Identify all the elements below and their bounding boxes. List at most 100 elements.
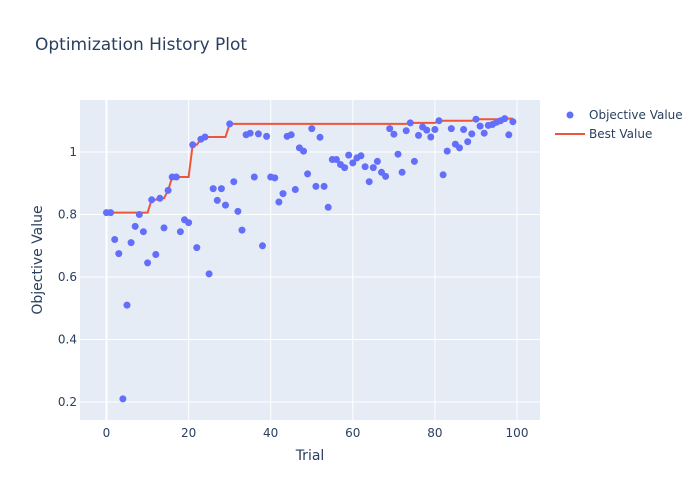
legend-item-objective-value[interactable]: Objective Value — [566, 108, 683, 122]
data-point[interactable] — [415, 131, 422, 139]
data-point[interactable] — [172, 173, 180, 181]
objective-value-marker-icon — [566, 111, 574, 119]
data-point[interactable] — [111, 236, 119, 243]
data-point[interactable] — [468, 130, 476, 138]
data-point[interactable] — [390, 130, 398, 138]
data-point[interactable] — [456, 144, 463, 152]
x-tick-label: 80 — [427, 426, 442, 440]
data-point[interactable] — [472, 115, 480, 123]
data-point[interactable] — [271, 174, 279, 182]
data-point[interactable] — [135, 211, 143, 218]
data-point[interactable] — [509, 118, 517, 126]
data-point[interactable] — [365, 178, 373, 186]
data-point[interactable] — [189, 141, 197, 149]
data-point[interactable] — [447, 125, 455, 133]
y-tick-label: 1 — [69, 145, 77, 159]
data-point[interactable] — [176, 228, 184, 236]
data-point[interactable] — [226, 120, 234, 128]
x-tick-label: 40 — [263, 426, 278, 440]
x-tick-label: 20 — [181, 426, 196, 440]
data-point[interactable] — [160, 224, 168, 232]
data-point[interactable] — [320, 182, 328, 190]
data-point[interactable] — [234, 207, 242, 215]
data-point[interactable] — [275, 198, 283, 206]
data-point[interactable] — [263, 132, 271, 140]
data-point[interactable] — [345, 151, 353, 159]
data-point[interactable] — [139, 228, 147, 236]
data-point[interactable] — [127, 239, 135, 247]
data-point[interactable] — [410, 157, 418, 165]
data-point[interactable] — [287, 131, 295, 139]
data-point[interactable] — [480, 129, 488, 137]
objective-value-points — [103, 115, 517, 403]
gridlines — [80, 100, 540, 420]
data-point[interactable] — [213, 196, 221, 204]
x-tick-label: 0 — [103, 426, 111, 440]
data-point[interactable] — [308, 125, 316, 133]
data-point[interactable] — [131, 222, 139, 230]
data-point[interactable] — [369, 164, 377, 172]
data-point[interactable] — [324, 203, 332, 211]
data-point[interactable] — [193, 244, 201, 252]
data-point[interactable] — [304, 170, 312, 178]
data-point[interactable] — [361, 163, 369, 171]
data-point[interactable] — [349, 159, 357, 167]
data-point[interactable] — [402, 127, 410, 135]
data-point[interactable] — [119, 395, 127, 403]
data-point[interactable] — [246, 129, 254, 137]
data-point[interactable] — [148, 196, 156, 204]
data-point[interactable] — [505, 131, 513, 139]
data-point[interactable] — [259, 242, 266, 250]
data-point[interactable] — [123, 301, 131, 309]
data-point[interactable] — [431, 126, 439, 133]
data-point[interactable] — [439, 171, 447, 179]
data-point[interactable] — [382, 172, 390, 180]
data-point[interactable] — [209, 185, 217, 193]
data-point[interactable] — [156, 194, 164, 202]
data-point[interactable] — [205, 270, 213, 278]
data-point[interactable] — [152, 251, 160, 258]
data-point[interactable] — [254, 130, 262, 138]
data-point[interactable] — [250, 173, 258, 181]
y-axis-label: Objective Value — [30, 205, 46, 314]
data-point[interactable] — [464, 138, 472, 146]
data-point[interactable] — [476, 122, 484, 130]
data-point[interactable] — [107, 209, 115, 217]
data-point[interactable] — [144, 259, 152, 267]
data-point[interactable] — [300, 147, 307, 155]
y-tick-label: 0.8 — [58, 208, 77, 222]
data-point[interactable] — [373, 157, 381, 165]
y-tick-label: 0.6 — [58, 270, 77, 284]
data-point[interactable] — [291, 186, 299, 193]
data-point[interactable] — [443, 147, 451, 155]
data-point[interactable] — [423, 126, 431, 134]
y-tick-label: 0.4 — [58, 333, 77, 347]
data-point[interactable] — [316, 133, 324, 141]
data-point[interactable] — [435, 117, 443, 125]
data-point[interactable] — [341, 164, 349, 172]
data-point[interactable] — [222, 201, 229, 209]
data-point[interactable] — [460, 126, 468, 133]
chart-title: Optimization History Plot — [35, 35, 247, 55]
data-point[interactable] — [357, 152, 365, 160]
data-point[interactable] — [394, 150, 402, 158]
data-point[interactable] — [501, 115, 509, 123]
legend-item-best-value[interactable]: Best Value — [555, 127, 652, 141]
data-point[interactable] — [312, 182, 320, 190]
data-point[interactable] — [238, 226, 246, 234]
x-tick-label: 60 — [345, 426, 360, 440]
data-point[interactable] — [386, 125, 394, 133]
plot-area[interactable] — [80, 100, 540, 420]
data-point[interactable] — [164, 186, 172, 194]
data-point[interactable] — [398, 168, 406, 176]
data-point[interactable] — [230, 178, 238, 186]
data-point[interactable] — [406, 119, 414, 127]
data-point[interactable] — [332, 156, 340, 163]
data-point[interactable] — [427, 133, 435, 141]
data-point[interactable] — [201, 133, 209, 141]
data-point[interactable] — [217, 185, 225, 193]
data-point[interactable] — [185, 219, 193, 227]
data-point[interactable] — [279, 190, 287, 198]
data-point[interactable] — [115, 250, 123, 258]
